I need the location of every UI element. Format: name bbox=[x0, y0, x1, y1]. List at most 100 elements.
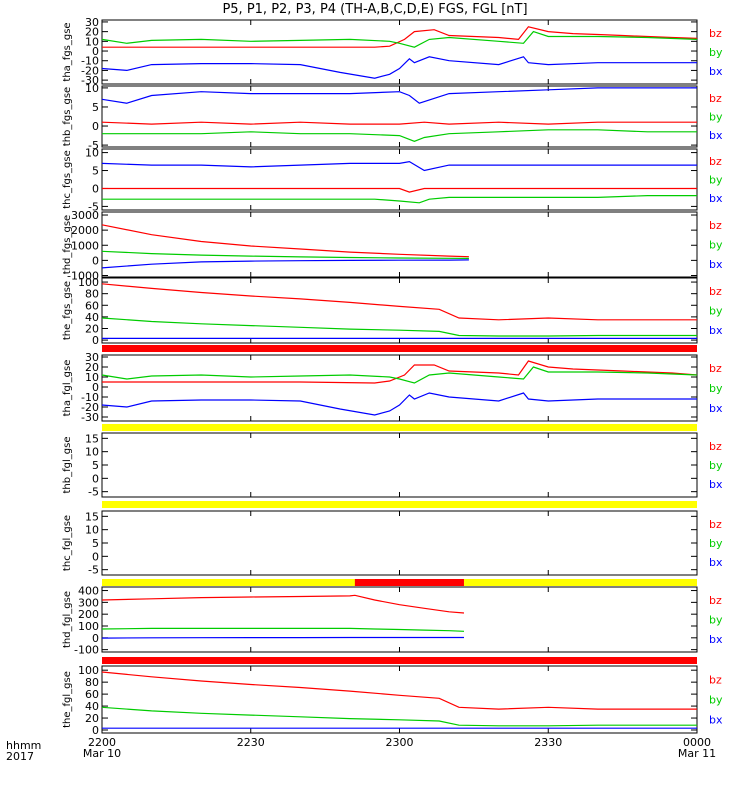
x-date-label: Mar 10 bbox=[83, 747, 121, 760]
legend-bx: bx bbox=[709, 65, 723, 78]
series-line-bx bbox=[101, 56, 697, 79]
panel-ylabel: tha_fgs_gse bbox=[62, 22, 73, 81]
legend-bx: bx bbox=[709, 478, 723, 491]
legend-bx: bx bbox=[709, 556, 723, 569]
legend-bx: bx bbox=[709, 714, 723, 727]
y-tick-label: 10 bbox=[85, 147, 99, 160]
y-tick-label: -20 bbox=[81, 64, 99, 77]
y-tick-label: -30 bbox=[81, 74, 99, 87]
series-line-bz bbox=[101, 121, 697, 125]
series-line-bz bbox=[102, 26, 698, 48]
y-tick-label: -10 bbox=[81, 55, 99, 68]
legend-by: by bbox=[709, 459, 723, 472]
panel-ylabel: thb_fgs_gse bbox=[62, 87, 73, 146]
y-tick-label: 20 bbox=[85, 361, 99, 374]
y-tick-label: 2000 bbox=[71, 224, 99, 237]
legend-bz: bz bbox=[709, 92, 722, 105]
series-line-bz bbox=[102, 360, 698, 384]
panel-frame bbox=[101, 277, 698, 344]
legend-bz: bz bbox=[709, 594, 722, 607]
status-bar bbox=[102, 657, 697, 664]
y-tick-label: -30 bbox=[81, 411, 99, 424]
series-line-bx bbox=[101, 636, 464, 639]
y-tick-label: 15 bbox=[85, 432, 99, 445]
y-tick-label: 10 bbox=[85, 371, 99, 384]
legend-by: by bbox=[709, 46, 723, 59]
y-tick-label: 300 bbox=[78, 596, 99, 609]
y-tick-label: 10 bbox=[85, 35, 99, 48]
y-tick-label: 3000 bbox=[71, 209, 99, 222]
y-tick-label: 40 bbox=[85, 700, 99, 713]
legend-bx: bx bbox=[709, 402, 723, 415]
y-tick-label: 0 bbox=[92, 182, 99, 195]
legend-bx: bx bbox=[709, 258, 723, 271]
series-line-by bbox=[102, 195, 697, 204]
legend-by: by bbox=[709, 537, 723, 550]
y-tick-label: 0 bbox=[92, 45, 99, 58]
y-tick-label: 10 bbox=[85, 82, 99, 95]
legend-bz: bz bbox=[709, 155, 722, 168]
y-tick-label: 80 bbox=[85, 288, 99, 301]
legend-bz: bz bbox=[709, 219, 722, 232]
y-tick-label: 40 bbox=[85, 311, 99, 324]
x-tick-label: 2330 bbox=[534, 736, 562, 749]
x-tick-label: 2230 bbox=[237, 736, 265, 749]
y-tick-label: 100 bbox=[78, 664, 99, 677]
y-tick-label: 1000 bbox=[71, 239, 99, 252]
y-tick-label: 0 bbox=[92, 472, 99, 485]
panel-frame bbox=[101, 85, 698, 148]
y-tick-label: 20 bbox=[85, 712, 99, 725]
y-tick-label: -1000 bbox=[67, 269, 99, 282]
series-line-by bbox=[101, 366, 698, 384]
y-tick-label: -100 bbox=[74, 644, 99, 657]
series-line-bx bbox=[101, 160, 697, 172]
series-line-bz bbox=[101, 594, 465, 614]
legend-bz: bz bbox=[709, 440, 722, 453]
time-axis-header-hhmm: hhmm bbox=[6, 739, 42, 752]
y-tick-label: 0 bbox=[92, 254, 99, 267]
y-tick-label: -5 bbox=[88, 139, 99, 152]
panel-ylabel: the_fgl_gse bbox=[62, 671, 73, 728]
legend-bz: bz bbox=[709, 673, 722, 686]
panel-frame bbox=[101, 211, 698, 278]
chart-title: P5, P1, P2, P3, P4 (TH-A,B,C,D,E) FGS, F… bbox=[222, 2, 528, 17]
series-line-bz bbox=[102, 187, 697, 193]
y-tick-label: 0 bbox=[92, 724, 99, 737]
series-line-by bbox=[102, 129, 697, 142]
panel-ylabel: thd_fgl_gse bbox=[62, 591, 73, 648]
y-tick-label: 100 bbox=[78, 620, 99, 633]
y-tick-label: -20 bbox=[81, 401, 99, 414]
y-tick-label: 5 bbox=[92, 459, 99, 472]
y-tick-label: -5 bbox=[88, 486, 99, 499]
y-tick-label: -5 bbox=[88, 564, 99, 577]
legend-by: by bbox=[709, 305, 723, 318]
legend-bx: bx bbox=[709, 324, 723, 337]
y-tick-label: 5 bbox=[92, 537, 99, 550]
status-bar bbox=[102, 345, 697, 352]
legend-bz: bz bbox=[709, 285, 722, 298]
y-tick-label: 30 bbox=[85, 351, 99, 364]
y-tick-label: 5 bbox=[92, 165, 99, 178]
y-tick-label: -5 bbox=[88, 200, 99, 213]
y-tick-label: 200 bbox=[78, 608, 99, 621]
y-tick-label: 20 bbox=[85, 322, 99, 335]
series-line-by bbox=[101, 317, 697, 337]
y-tick-label: 20 bbox=[85, 26, 99, 39]
series-line-by bbox=[101, 706, 697, 727]
status-bar bbox=[102, 501, 697, 508]
y-tick-label: 400 bbox=[78, 585, 99, 598]
x-tick-label: 0000 bbox=[683, 736, 711, 749]
legend-bz: bz bbox=[709, 27, 722, 40]
series-line-bz bbox=[101, 671, 697, 710]
legend-bz: bz bbox=[709, 362, 722, 375]
y-tick-label: 60 bbox=[85, 299, 99, 312]
legend-bx: bx bbox=[709, 633, 723, 646]
status-bar bbox=[102, 424, 697, 431]
y-tick-label: 10 bbox=[85, 524, 99, 537]
legend-by: by bbox=[709, 174, 723, 187]
panel-ylabel: thc_fgs_gse bbox=[62, 150, 73, 209]
legend-by: by bbox=[709, 111, 723, 124]
panel-frame bbox=[101, 665, 698, 734]
series-line-bz bbox=[101, 224, 469, 258]
